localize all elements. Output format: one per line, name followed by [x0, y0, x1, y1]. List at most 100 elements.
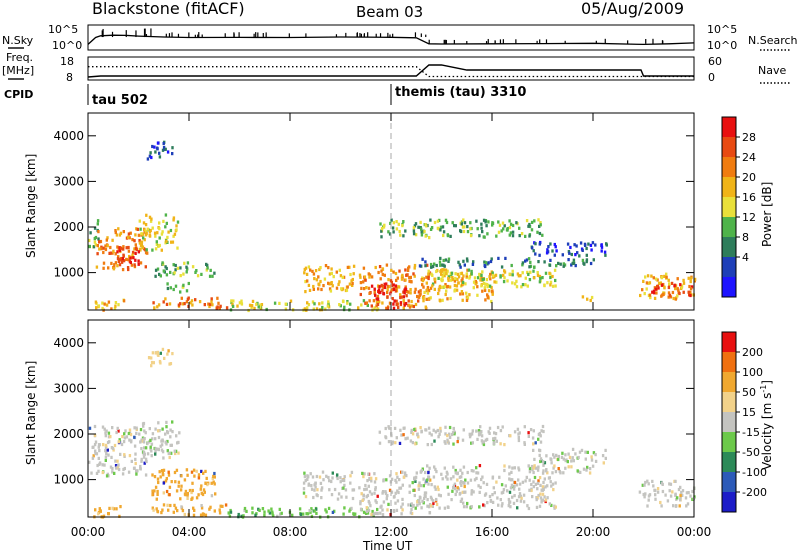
heatmap-cell [158, 227, 161, 231]
heatmap-cell [666, 499, 670, 503]
noise-right-tick-bottom: 10^0 [707, 39, 737, 52]
heatmap-cell [144, 446, 148, 450]
heatmap-cell [175, 468, 179, 472]
heatmap-cell [660, 294, 663, 298]
colorbar-tick-label: -15 [742, 426, 760, 439]
heatmap-cell [146, 157, 150, 161]
heatmap-cell [468, 435, 472, 439]
heatmap-cell [408, 484, 411, 488]
heatmap-cell [401, 508, 404, 512]
colorbar-tick-label: 16 [742, 191, 756, 204]
heatmap-cell [566, 460, 569, 464]
heatmap-cell [574, 264, 577, 268]
heatmap-cell [538, 449, 542, 453]
heatmap-cell [143, 461, 146, 465]
heatmap-cell [545, 454, 548, 458]
heatmap-cell [490, 285, 493, 290]
heatmap-cell [139, 464, 142, 469]
heatmap-cell [228, 514, 232, 518]
heatmap-cell [410, 280, 413, 284]
colorbar-segment [722, 392, 736, 413]
heatmap-cell [574, 452, 577, 456]
heatmap-cell [153, 145, 156, 149]
heatmap-cell [107, 512, 110, 516]
heatmap-cell [420, 230, 423, 234]
heatmap-cell [146, 452, 150, 456]
heatmap-cell [130, 459, 133, 463]
heatmap-cell [395, 436, 398, 440]
heatmap-cell [97, 469, 100, 473]
heatmap-cell [542, 463, 545, 467]
heatmap-cell [402, 220, 405, 224]
heatmap-cell [517, 274, 521, 278]
heatmap-cell [410, 299, 413, 304]
heatmap-cell [411, 432, 415, 436]
heatmap-cell [117, 467, 121, 472]
heatmap-cell [111, 506, 114, 510]
heatmap-cell [443, 274, 446, 278]
heatmap-cell [379, 290, 382, 294]
heatmap-cell [538, 280, 542, 284]
heatmap-cell [204, 481, 207, 485]
heatmap-cell [172, 234, 175, 238]
heatmap-cell [456, 486, 459, 490]
heatmap-cell [162, 145, 166, 150]
heatmap-cell [162, 503, 166, 507]
heatmap-cell [170, 480, 173, 484]
heatmap-cell [663, 286, 666, 290]
heatmap-cell [117, 463, 120, 467]
heatmap-cell [134, 457, 137, 461]
heatmap-cell [431, 282, 435, 286]
heatmap-cell [188, 488, 192, 493]
heatmap-cell [687, 491, 690, 495]
heatmap-cell [452, 426, 455, 431]
heatmap-cell [208, 274, 212, 278]
heatmap-cell [216, 296, 219, 300]
heatmap-cell [303, 271, 306, 275]
heatmap-cell [550, 484, 553, 488]
heatmap-cell [339, 274, 343, 278]
heatmap-cell [97, 230, 100, 234]
heatmap-cell [507, 504, 510, 508]
heatmap-cell [516, 272, 520, 276]
heatmap-cell [472, 490, 475, 494]
heatmap-cell [165, 425, 168, 429]
heatmap-cell [498, 475, 501, 479]
heatmap-cell [152, 508, 155, 512]
heatmap-cell [385, 263, 389, 267]
heatmap-cell [588, 467, 592, 471]
heatmap-cell [687, 290, 690, 294]
heatmap-cell [112, 267, 116, 271]
heatmap-cell [533, 219, 536, 223]
heatmap-cell [118, 248, 122, 252]
heatmap-cell [494, 273, 498, 277]
heatmap-cell [134, 247, 138, 251]
heatmap-cell [315, 307, 319, 311]
heatmap-cell [330, 281, 333, 285]
heatmap-cell [374, 293, 377, 297]
heatmap-cell [167, 230, 170, 234]
heatmap-cell [471, 441, 474, 445]
heatmap-cell [511, 223, 515, 228]
heatmap-cell [570, 459, 573, 463]
heatmap-cell [180, 484, 183, 488]
heatmap-cell [351, 283, 354, 287]
heatmap-cell [143, 238, 146, 242]
heatmap-cell [542, 429, 545, 434]
heatmap-cell [539, 221, 542, 225]
heatmap-cell [412, 488, 415, 492]
heatmap-cell [534, 482, 538, 486]
heatmap-cell [413, 274, 416, 278]
heatmap-cell [257, 305, 260, 309]
heatmap-cell [204, 469, 207, 473]
heatmap-cell [660, 276, 664, 280]
heatmap-cell [462, 465, 466, 469]
heatmap-cell [194, 270, 197, 274]
colorbar-segment [722, 177, 736, 198]
heatmap-cell [399, 233, 402, 237]
heatmap-cell [401, 497, 404, 501]
heatmap-cell [536, 481, 540, 485]
heatmap-cell [522, 493, 526, 497]
power-heatmap [88, 140, 697, 313]
heatmap-cell [394, 501, 397, 505]
